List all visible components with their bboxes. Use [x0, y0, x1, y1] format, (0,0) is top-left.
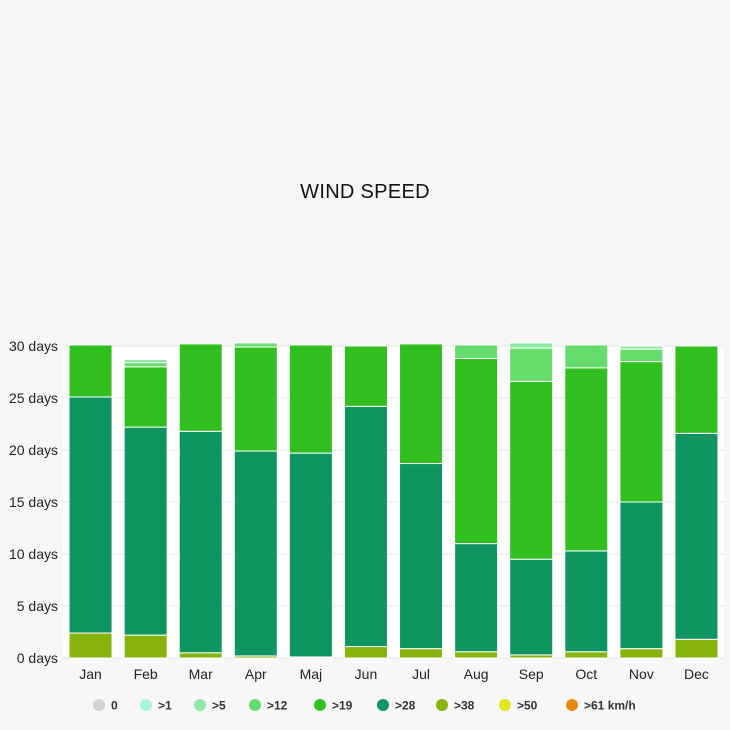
- x-tick-label: Apr: [245, 666, 267, 682]
- bar-segment: [68, 344, 113, 398]
- bar-segment: [343, 405, 388, 648]
- axes: 0 days 5 days 10 days 15 days 20 days 25 days…: [9, 338, 709, 682]
- bar-segment: [619, 361, 664, 503]
- bar-segment: [454, 344, 499, 359]
- bar-segment: [619, 348, 664, 363]
- bar-segment: [619, 648, 664, 659]
- bar-segment: [288, 452, 333, 658]
- bar-segment: [619, 501, 664, 650]
- bar-segment: [68, 632, 113, 659]
- legend-label: >50: [517, 699, 538, 713]
- bar-segment: [509, 347, 554, 382]
- legend-label: >5: [212, 699, 226, 713]
- x-tick-label: Jan: [79, 666, 102, 682]
- x-tick-label: Feb: [134, 666, 158, 682]
- x-tick-label: Dec: [684, 666, 709, 682]
- bars: [68, 342, 719, 659]
- y-tick-label: 30 days: [9, 338, 58, 354]
- bar-segment: [454, 357, 499, 545]
- x-tick-label: Aug: [464, 666, 489, 682]
- bar-segment: [674, 432, 719, 640]
- chart-title: WIND SPEED: [300, 181, 430, 203]
- x-tick-label: Oct: [575, 666, 597, 682]
- bar-segment: [123, 634, 168, 659]
- y-tick-label: 25 days: [9, 390, 58, 406]
- bar-segment: [343, 345, 388, 407]
- legend-marker: [377, 699, 389, 711]
- x-tick-label: Maj: [300, 666, 323, 682]
- bar-segment: [233, 450, 278, 657]
- bar-segment: [674, 638, 719, 659]
- bar-segment: [564, 550, 609, 653]
- x-tick-label: Mar: [189, 666, 213, 682]
- bar-segment: [399, 648, 444, 659]
- legend-label: >61 km/h: [584, 699, 636, 713]
- legend-label: >1: [158, 699, 172, 713]
- legend-marker: [436, 699, 448, 711]
- x-tick-label: Nov: [629, 666, 654, 682]
- bar-segment: [399, 463, 444, 650]
- legend-label: >38: [454, 699, 475, 713]
- legend-marker: [140, 699, 152, 711]
- bar-segment: [178, 430, 223, 654]
- legend-marker: [93, 699, 105, 711]
- x-tick-label: Sep: [519, 666, 544, 682]
- bar-segment: [509, 380, 554, 560]
- legend-label: >28: [395, 699, 416, 713]
- legend-marker: [499, 699, 511, 711]
- bar-segment: [343, 646, 388, 659]
- y-tick-label: 15 days: [9, 494, 58, 510]
- legend-marker: [194, 699, 206, 711]
- legend-marker: [314, 699, 326, 711]
- bar-segment: [178, 652, 223, 659]
- y-tick-label: 0 days: [17, 650, 58, 666]
- bar-segment: [399, 343, 444, 465]
- bar-segment: [178, 343, 223, 432]
- bar-segment: [564, 367, 609, 552]
- bar-segment: [509, 558, 554, 656]
- x-tick-label: Jul: [412, 666, 430, 682]
- bar-segment: [509, 342, 554, 349]
- bar-segment: [123, 359, 168, 364]
- bar-segment: [233, 342, 278, 348]
- bar-segment: [619, 345, 664, 350]
- bar-segment: [123, 362, 168, 368]
- bar-segment: [233, 346, 278, 452]
- bar-segment: [123, 426, 168, 636]
- bar-segment: [674, 345, 719, 434]
- legend-label: >19: [332, 699, 353, 713]
- y-tick-label: 5 days: [17, 598, 58, 614]
- grid-lines: [63, 345, 724, 659]
- bar-segment: [123, 366, 168, 428]
- legend-marker: [566, 699, 578, 711]
- bar-segment: [564, 651, 609, 659]
- x-tick-label: Jun: [355, 666, 378, 682]
- bar-segment: [288, 344, 333, 454]
- bar-segment: [68, 396, 113, 634]
- legend-label: >12: [267, 699, 288, 713]
- y-tick-label: 10 days: [9, 546, 58, 562]
- legend: 0 >1 >5 >12 >19 >28 >38 >50 >61 km/h: [93, 699, 636, 713]
- y-tick-label: 20 days: [9, 442, 58, 458]
- legend-marker: [249, 699, 261, 711]
- bar-segment: [343, 344, 388, 347]
- bar-segment: [564, 344, 609, 369]
- bar-segment: [454, 651, 499, 659]
- legend-label: 0: [111, 699, 118, 713]
- bar-segment: [454, 543, 499, 653]
